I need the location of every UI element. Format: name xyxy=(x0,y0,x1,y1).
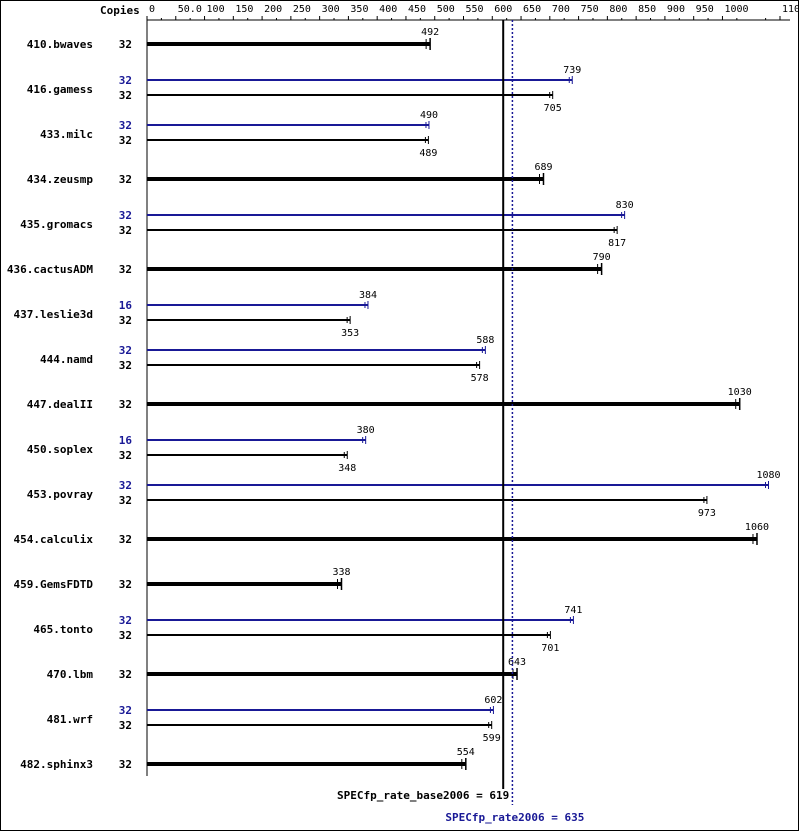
base-value-label: 973 xyxy=(698,508,716,519)
peak-copies: 32 xyxy=(119,479,132,492)
peak-copies: 32 xyxy=(119,209,132,222)
base-copies: 32 xyxy=(119,758,132,771)
x-tick-label: 200 xyxy=(264,4,282,15)
benchmark-label: 482.sphinx3 xyxy=(20,758,93,771)
peak-value-label: 602 xyxy=(484,695,502,706)
x-tick-label: 350 xyxy=(350,4,368,15)
x-tick-label: 950 xyxy=(696,4,714,15)
base-value-label: 554 xyxy=(457,747,475,758)
benchmark-label: 470.lbm xyxy=(47,668,94,681)
x-tick-label: 50.0 xyxy=(178,4,202,15)
peak-value-label: 1080 xyxy=(756,470,780,481)
peak-value-label: 384 xyxy=(359,290,377,301)
benchmark-label: 465.tonto xyxy=(33,623,93,636)
base-value-label: 578 xyxy=(471,373,489,384)
base-copies: 32 xyxy=(119,578,132,591)
peak-value-label: 490 xyxy=(420,110,438,121)
peak-copies: 32 xyxy=(119,344,132,357)
base-copies: 32 xyxy=(119,629,132,642)
peak-copies: 32 xyxy=(119,614,132,627)
x-tick-label: 250 xyxy=(293,4,311,15)
benchmark-label: 454.calculix xyxy=(14,533,94,546)
x-tick-label: 1100 xyxy=(782,4,799,15)
x-tick-label: 700 xyxy=(552,4,570,15)
base-value-label: 705 xyxy=(544,103,562,114)
base-value-label: 599 xyxy=(483,733,501,744)
base-value-label: 817 xyxy=(608,238,626,249)
benchmark-label: 450.soplex xyxy=(27,443,94,456)
peak-copies: 16 xyxy=(119,299,133,312)
x-tick-label: 100 xyxy=(207,4,225,15)
base-copies: 32 xyxy=(119,719,132,732)
base-copies: 32 xyxy=(119,38,132,51)
x-tick-label: 150 xyxy=(235,4,253,15)
x-tick-label: 300 xyxy=(322,4,340,15)
benchmark-label: 433.milc xyxy=(40,128,93,141)
peak-value-label: 588 xyxy=(476,335,494,346)
base-value-label: 492 xyxy=(421,27,439,38)
peak-copies: 32 xyxy=(119,704,132,717)
x-tick-label: 900 xyxy=(667,4,685,15)
x-tick-label: 600 xyxy=(494,4,512,15)
x-tick-label: 1000 xyxy=(724,4,748,15)
base-value-label: 1060 xyxy=(745,522,769,533)
benchmark-label: 436.cactusADM xyxy=(7,263,93,276)
base-copies: 32 xyxy=(119,89,132,102)
x-tick-label: 650 xyxy=(523,4,541,15)
base-value-label: 701 xyxy=(541,643,559,654)
benchmark-label: 459.GemsFDTD xyxy=(14,578,94,591)
benchmark-label: 481.wrf xyxy=(47,713,93,726)
x-tick-label: 0 xyxy=(149,4,155,15)
x-tick-label: 850 xyxy=(638,4,656,15)
peak-value-label: 741 xyxy=(564,605,582,616)
base-copies: 32 xyxy=(119,314,132,327)
benchmark-label: 416.gamess xyxy=(27,83,93,96)
base-copies: 32 xyxy=(119,359,132,372)
base-value-label: 1030 xyxy=(728,387,752,398)
base-value-label: 338 xyxy=(332,567,350,578)
benchmark-label: 447.dealII xyxy=(27,398,93,411)
peak-value-label: 739 xyxy=(563,65,581,76)
base-copies: 32 xyxy=(119,134,132,147)
base-value-label: 643 xyxy=(508,657,526,668)
x-tick-label: 400 xyxy=(379,4,397,15)
benchmark-label: 435.gromacs xyxy=(20,218,93,231)
base-copies: 32 xyxy=(119,224,132,237)
copies-header: Copies xyxy=(100,4,140,17)
base-value-label: 348 xyxy=(338,463,356,474)
base-copies: 32 xyxy=(119,263,132,276)
base-value-label: 353 xyxy=(341,328,359,339)
x-tick-label: 550 xyxy=(466,4,484,15)
base-copies: 32 xyxy=(119,398,132,411)
x-tick-label: 750 xyxy=(581,4,599,15)
benchmark-label: 453.povray xyxy=(27,488,94,501)
x-tick-label: 450 xyxy=(408,4,426,15)
peak-copies: 16 xyxy=(119,434,133,447)
peak-value-label: 380 xyxy=(357,425,375,436)
base-copies: 32 xyxy=(119,449,132,462)
peak-summary-label: SPECfp_rate2006 = 635 xyxy=(445,811,584,824)
benchmark-label: 410.bwaves xyxy=(27,38,93,51)
base-copies: 32 xyxy=(119,668,132,681)
base-value-label: 689 xyxy=(534,162,552,173)
peak-value-label: 830 xyxy=(616,200,634,211)
base-copies: 32 xyxy=(119,173,132,186)
base-copies: 32 xyxy=(119,494,132,507)
base-value-label: 790 xyxy=(593,252,611,263)
x-tick-label: 500 xyxy=(437,4,455,15)
x-tick-label: 800 xyxy=(609,4,627,15)
peak-copies: 32 xyxy=(119,119,132,132)
base-copies: 32 xyxy=(119,533,132,546)
base-summary-label: SPECfp_rate_base2006 = 619 xyxy=(337,789,509,802)
peak-copies: 32 xyxy=(119,74,132,87)
base-value-label: 489 xyxy=(419,148,437,159)
benchmark-label: 444.namd xyxy=(40,353,93,366)
benchmark-label: 434.zeusmp xyxy=(27,173,94,186)
benchmark-label: 437.leslie3d xyxy=(14,308,93,321)
